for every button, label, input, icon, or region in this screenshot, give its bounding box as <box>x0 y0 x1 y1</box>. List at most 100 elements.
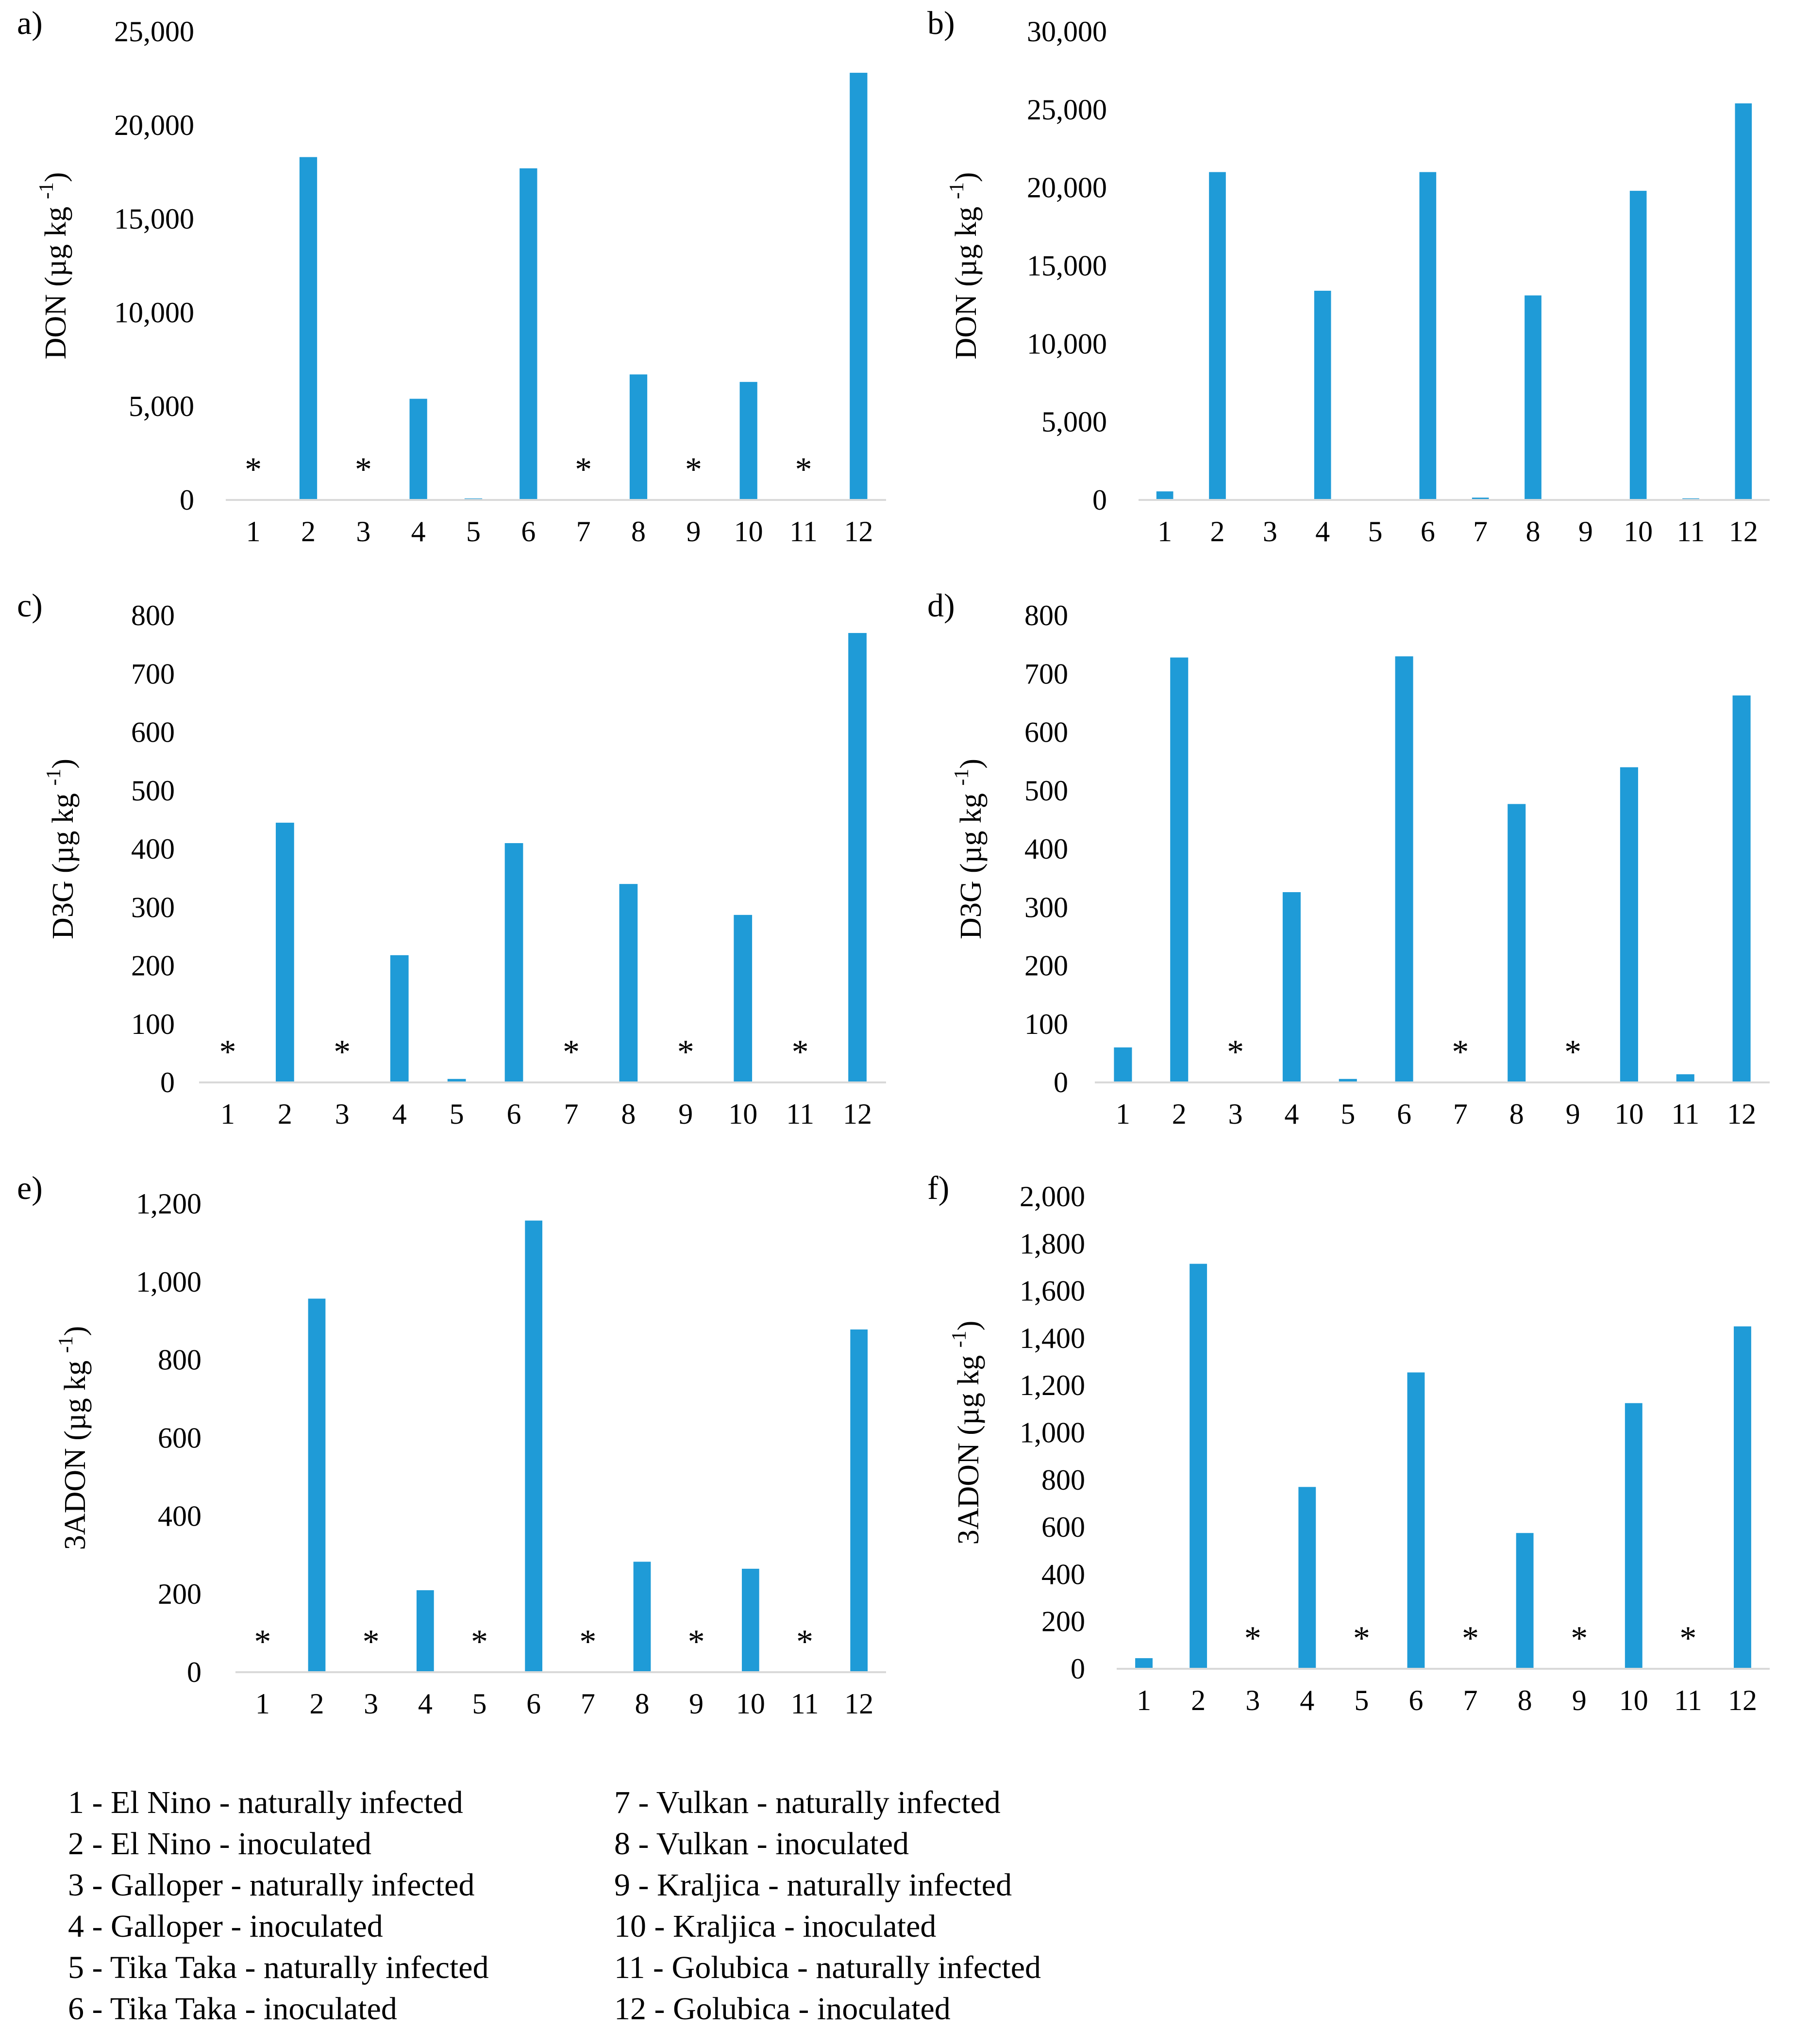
x-tick-label: 2 <box>278 1098 292 1130</box>
y-tick-label: 2,000 <box>1020 1180 1085 1213</box>
x-tick-label: 12 <box>1727 1098 1756 1130</box>
y-tick-label: 500 <box>1024 775 1068 807</box>
x-tick-label: 4 <box>411 515 426 548</box>
x-tick-label: 3 <box>356 515 370 548</box>
y-tick-label: 0 <box>187 1656 201 1688</box>
y-axis-title: DON (µg kg -1) <box>35 172 72 360</box>
y-tick-label: 0 <box>180 484 194 516</box>
bar <box>1395 656 1413 1082</box>
x-tick-label: 1 <box>220 1098 235 1130</box>
y-tick-label: 800 <box>1041 1464 1085 1496</box>
y-tick-label: 5,000 <box>1041 406 1107 438</box>
x-tick-label: 11 <box>1677 515 1705 548</box>
x-tick-label: 8 <box>1518 1684 1532 1716</box>
y-tick-label: 200 <box>131 950 175 982</box>
x-tick-label: 12 <box>843 1098 872 1130</box>
x-tick-label: 9 <box>1566 1098 1580 1130</box>
x-tick-label: 9 <box>1572 1684 1587 1716</box>
x-tick-label: 3 <box>1245 1684 1260 1716</box>
y-tick-label: 200 <box>158 1578 201 1610</box>
not-detected-marker: * <box>795 451 812 488</box>
y-tick-label: 200 <box>1041 1606 1085 1638</box>
x-tick-label: 6 <box>1421 515 1435 548</box>
x-tick-label: 10 <box>736 1688 765 1720</box>
x-tick-label: 6 <box>521 515 536 548</box>
x-tick-label: 7 <box>564 1098 578 1130</box>
x-tick-label: 6 <box>526 1688 541 1720</box>
x-tick-label: 1 <box>246 515 261 548</box>
panel-label: e) <box>17 1169 43 1206</box>
y-tick-label: 600 <box>1024 716 1068 748</box>
bar <box>1735 103 1752 500</box>
bar <box>1620 767 1638 1082</box>
x-tick-label: 2 <box>1210 515 1225 548</box>
not-detected-marker: * <box>254 1623 271 1661</box>
x-tick-label: 8 <box>621 1098 636 1130</box>
y-axis-title: DON (µg kg -1) <box>946 172 983 360</box>
x-tick-label: 10 <box>1614 1098 1643 1130</box>
y-tick-label: 30,000 <box>1027 16 1107 48</box>
legend-item: 2 - El Nino - inoculated <box>68 1826 371 1861</box>
y-tick-label: 15,000 <box>1027 250 1107 282</box>
y-tick-label: 0 <box>1054 1066 1068 1098</box>
x-tick-label: 11 <box>791 1688 819 1720</box>
not-detected-marker: * <box>563 1033 580 1071</box>
chart-panel-3: c) 0 100 200 300 400 500 600 700 800 D3G (µg kg -1… <box>17 587 886 1130</box>
y-tick-label: 800 <box>131 599 175 631</box>
x-tick-label: 12 <box>844 1688 873 1720</box>
not-detected-marker: * <box>1353 1620 1370 1657</box>
y-tick-label: 100 <box>1024 1008 1068 1040</box>
chart-panel-1: a) 0 5,000 10,000 15,000 20,000 25,000 DON (µg … <box>17 4 886 548</box>
y-tick-label: 700 <box>131 658 175 690</box>
bar <box>1508 804 1526 1082</box>
panel-label: c) <box>17 587 43 624</box>
x-tick-label: 9 <box>1578 515 1593 548</box>
x-tick-label: 1 <box>1137 1684 1151 1716</box>
bar <box>1419 172 1437 500</box>
x-tick-label: 4 <box>1300 1684 1314 1716</box>
x-tick-label: 7 <box>1453 1098 1468 1130</box>
not-detected-marker: * <box>219 1033 236 1071</box>
bar <box>416 1590 434 1672</box>
bar <box>525 1220 543 1672</box>
legend: 1 - El Nino - naturally infected 2 - El N… <box>68 1785 1041 2027</box>
not-detected-marker: * <box>575 451 592 488</box>
bar <box>504 843 523 1082</box>
legend-item: 9 - Kraljica - naturally infected <box>614 1867 1012 1903</box>
legend-item: 8 - Vulkan - inoculated <box>614 1826 909 1861</box>
y-tick-label: 800 <box>1024 599 1068 631</box>
not-detected-marker: * <box>1571 1620 1588 1657</box>
bar <box>741 1568 759 1672</box>
y-tick-label: 1,800 <box>1020 1228 1085 1260</box>
bar <box>299 157 318 500</box>
y-tick-label: 500 <box>131 775 175 807</box>
x-tick-label: 1 <box>1116 1098 1130 1130</box>
y-tick-label: 1,200 <box>136 1188 201 1220</box>
bar <box>276 822 294 1082</box>
bar <box>1156 491 1173 500</box>
bar <box>1525 295 1542 500</box>
not-detected-marker: * <box>1244 1620 1261 1657</box>
legend-item: 11 - Golubica - naturally infected <box>614 1950 1041 1985</box>
x-tick-label: 3 <box>1228 1098 1243 1130</box>
bar <box>1339 1079 1357 1082</box>
x-tick-label: 10 <box>728 1098 757 1130</box>
x-tick-label: 2 <box>1172 1098 1187 1130</box>
x-tick-label: 8 <box>631 515 646 548</box>
bar <box>519 168 537 500</box>
not-detected-marker: * <box>1452 1033 1469 1071</box>
x-tick-label: 2 <box>1191 1684 1206 1716</box>
bar <box>1135 1658 1153 1669</box>
x-tick-label: 5 <box>1368 515 1383 548</box>
y-tick-label: 400 <box>131 833 175 865</box>
y-tick-label: 1,400 <box>1020 1322 1085 1354</box>
bar <box>390 955 409 1082</box>
y-tick-label: 25,000 <box>114 16 194 48</box>
not-detected-marker: * <box>688 1623 705 1661</box>
x-tick-label: 8 <box>1526 515 1541 548</box>
not-detected-marker: * <box>796 1623 813 1661</box>
x-tick-label: 5 <box>450 1098 464 1130</box>
y-tick-label: 300 <box>1024 891 1068 923</box>
panel-label: f) <box>927 1169 949 1206</box>
x-tick-label: 1 <box>255 1688 270 1720</box>
